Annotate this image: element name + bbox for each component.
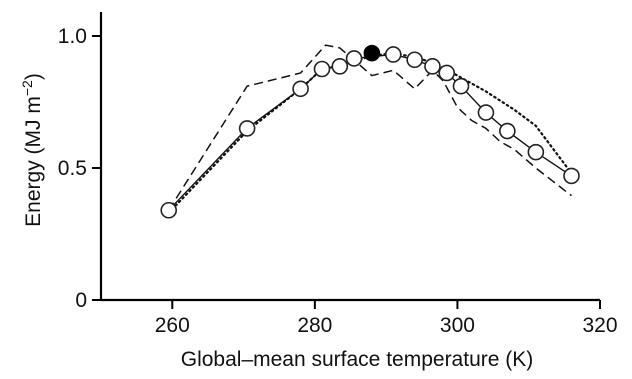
data-point [238, 120, 256, 137]
y-tick-label: 1.0 [58, 25, 87, 48]
y-axis-title-close: ) [22, 73, 45, 80]
y-axis-title: Energy (MJ m−2) [19, 73, 45, 227]
data-point [424, 58, 441, 75]
data-point [499, 122, 516, 140]
data-point [527, 143, 545, 161]
axes [99, 12, 600, 302]
y-axis-title-base: Energy (MJ m [22, 96, 45, 227]
data-point [384, 46, 402, 63]
data-point [160, 201, 178, 219]
y-ticks: 0 0.5 1.0 [58, 25, 101, 312]
x-ticks: 260 280 300 320 [155, 300, 618, 337]
x-tick-label: 300 [440, 314, 475, 337]
y-axis-title-superscript: −2 [19, 80, 35, 96]
highlighted-data-point [363, 44, 381, 62]
data-point [406, 51, 423, 69]
x-axis-title: Global–mean surface temperature (K) [181, 348, 534, 371]
data-point [438, 64, 456, 82]
data-point [477, 104, 495, 121]
data-point [331, 58, 349, 75]
y-tick-label: 0.5 [58, 157, 87, 180]
data-point [292, 80, 309, 98]
y-tick-label: 0 [75, 289, 87, 312]
data-point [313, 60, 331, 78]
marker-layer [160, 44, 580, 219]
x-tick-label: 280 [297, 314, 332, 337]
x-tick-label: 320 [582, 314, 617, 337]
x-tick-label: 260 [155, 314, 190, 337]
data-point [452, 77, 470, 95]
data-point [345, 50, 363, 67]
data-point [563, 167, 580, 185]
